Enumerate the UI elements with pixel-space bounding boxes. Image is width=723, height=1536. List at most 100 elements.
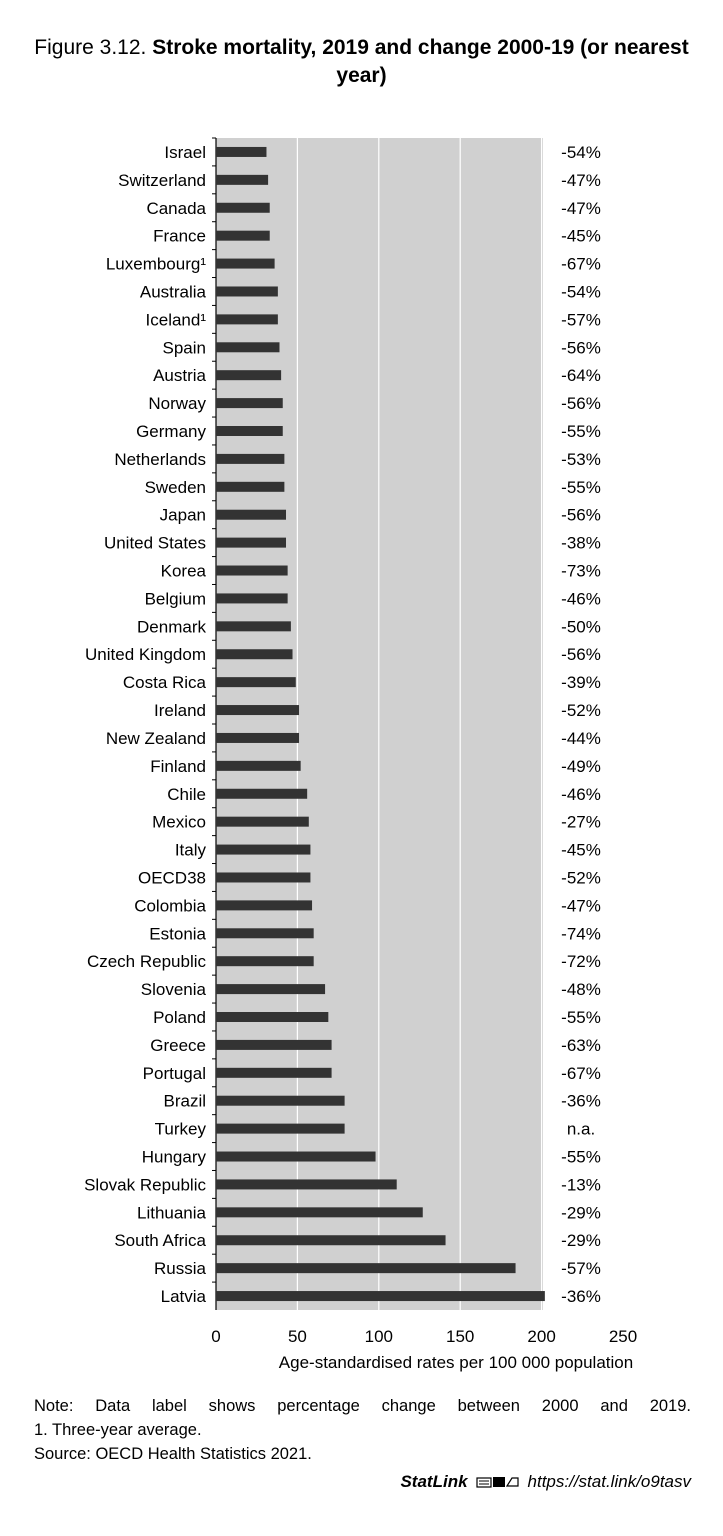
bar [216, 1067, 332, 1078]
category-label: Switzerland [118, 171, 206, 190]
bar [216, 1095, 345, 1106]
category-label: Russia [154, 1259, 207, 1278]
data-label: -67% [561, 1064, 601, 1083]
data-label: -56% [561, 394, 601, 413]
category-label: Slovak Republic [84, 1175, 206, 1194]
data-label: -36% [561, 1287, 601, 1306]
bar [216, 900, 313, 911]
data-label: -56% [561, 645, 601, 664]
category-label: Israel [164, 143, 206, 162]
data-label: -56% [561, 506, 601, 525]
bar [216, 537, 287, 548]
category-label: South Africa [114, 1231, 206, 1250]
data-label: -55% [561, 422, 601, 441]
category-label: Hungary [142, 1148, 207, 1167]
bar [216, 146, 267, 157]
category-label: Spain [163, 338, 206, 357]
data-label: -13% [561, 1175, 601, 1194]
data-label: -39% [561, 673, 601, 692]
source-text: Source: OECD Health Statistics 2021. [34, 1445, 312, 1463]
data-label: -27% [561, 813, 601, 832]
category-label: Czech Republic [87, 952, 207, 971]
category-label: Austria [153, 366, 206, 385]
data-label: -55% [561, 478, 601, 497]
data-label: -72% [561, 952, 601, 971]
bar [216, 928, 314, 939]
data-label: -38% [561, 534, 601, 553]
data-label: -55% [561, 1008, 601, 1027]
data-label: -29% [561, 1203, 601, 1222]
bar [216, 258, 275, 269]
statlink-brand: StatLink [400, 1472, 468, 1491]
x-tick-label: 100 [365, 1327, 393, 1346]
data-label: n.a. [567, 1120, 595, 1139]
bar [216, 1291, 545, 1302]
x-axis-label: Age-standardised rates per 100 000 popul… [279, 1353, 633, 1372]
data-label: -50% [561, 617, 601, 636]
figure-title: Stroke mortality, 2019 and change 2000-1… [152, 36, 689, 87]
category-label: Costa Rica [123, 673, 207, 692]
bar [216, 286, 278, 297]
bar [216, 649, 293, 660]
category-label: OECD38 [138, 868, 206, 887]
category-label: Denmark [137, 617, 206, 636]
x-tick-label: 250 [609, 1327, 637, 1346]
bar [216, 1263, 516, 1274]
figure-number: Figure 3.12. [34, 36, 147, 59]
bar [216, 1123, 345, 1134]
bar [216, 1207, 423, 1218]
bar [216, 398, 283, 409]
category-label: Japan [160, 506, 206, 525]
bar [216, 453, 285, 464]
data-label: -56% [561, 338, 601, 357]
bar [216, 677, 296, 688]
bar [216, 844, 311, 855]
data-label: -29% [561, 1231, 601, 1250]
x-tick-label: 50 [288, 1327, 307, 1346]
bar [216, 788, 308, 799]
statlink[interactable]: StatLink https://stat.link/o9tasv [400, 1472, 691, 1492]
bar [216, 705, 300, 716]
data-label: -74% [561, 924, 601, 943]
data-label: -48% [561, 980, 601, 999]
data-label: -57% [561, 310, 601, 329]
data-label: -67% [561, 255, 601, 274]
category-label: New Zealand [106, 729, 206, 748]
statlink-url[interactable]: https://stat.link/o9tasv [527, 1472, 691, 1491]
x-tick-label: 200 [527, 1327, 555, 1346]
bar [216, 872, 311, 883]
bar [216, 230, 270, 241]
category-label: Korea [161, 562, 207, 581]
bar [216, 593, 288, 604]
bar [216, 426, 283, 436]
category-label: Norway [148, 394, 206, 413]
data-label: -54% [561, 143, 601, 162]
data-label: -46% [561, 589, 601, 608]
bar [216, 984, 326, 995]
bar [216, 174, 269, 185]
category-label: United States [104, 534, 206, 553]
x-tick-label: 150 [446, 1327, 474, 1346]
category-label: United Kingdom [85, 645, 206, 664]
data-label: -57% [561, 1259, 601, 1278]
category-label: Mexico [152, 813, 206, 832]
bar [216, 314, 278, 325]
bar-chart: 0 50 100 150 200 250 Israel -54% Switzerland -47%… [84, 137, 637, 1372]
x-tick-label: 0 [211, 1327, 220, 1346]
category-label: Brazil [163, 1092, 206, 1111]
data-label: -52% [561, 701, 601, 720]
data-label: -55% [561, 1148, 601, 1167]
category-label: Canada [146, 199, 206, 218]
category-label: Belgium [145, 589, 206, 608]
data-label: -45% [561, 227, 601, 246]
note-text: Note: Data label shows percentage change… [34, 1397, 691, 1415]
category-label: Turkey [155, 1120, 207, 1139]
bar [216, 565, 288, 576]
category-label: Chile [167, 785, 206, 804]
category-label: Luxembourg¹ [106, 255, 207, 274]
data-label: -52% [561, 868, 601, 887]
bar [216, 816, 309, 827]
bar [216, 732, 300, 743]
category-label: Lithuania [137, 1203, 207, 1222]
category-label: Latvia [161, 1287, 207, 1306]
